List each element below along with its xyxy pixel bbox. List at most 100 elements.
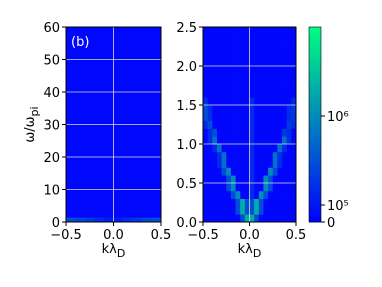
heatmap-cell <box>230 136 236 145</box>
heatmap-cell <box>291 175 297 184</box>
heatmap-cell <box>226 159 232 168</box>
colorbar-segment <box>309 131 321 135</box>
heatmap-cell <box>207 89 213 98</box>
x-tick-label: 0.5 <box>286 228 307 243</box>
heatmap-cell <box>207 112 213 121</box>
heatmap-cell <box>244 206 250 215</box>
heatmap-cell <box>268 27 274 36</box>
heatmap-cell <box>113 217 124 223</box>
heatmap-cell <box>286 97 292 106</box>
heatmap-cell <box>258 73 264 82</box>
heatmap-cell <box>282 66 288 75</box>
heatmap-cell <box>212 128 218 137</box>
y-tick-label: 0 <box>52 216 60 231</box>
heatmap-cell <box>207 66 213 75</box>
heatmap-cell <box>258 167 264 176</box>
heatmap-cell <box>249 112 255 121</box>
heatmap-cell <box>203 89 209 98</box>
axes-frame <box>202 26 297 223</box>
heatmap-cell <box>249 159 255 168</box>
heatmap-cell <box>268 175 274 184</box>
colorbar-segment <box>309 137 321 142</box>
heatmap-cell <box>249 151 255 160</box>
heatmap-cell <box>151 217 162 223</box>
heatmap-cell <box>286 190 292 199</box>
heatmap-cell <box>221 151 227 160</box>
heatmap-cell <box>230 112 236 121</box>
heatmap-cell <box>286 50 292 59</box>
heatmap-cell <box>277 112 283 121</box>
heatmap-cell <box>291 120 297 129</box>
heatmap-cell <box>282 198 288 207</box>
heatmap-cell <box>216 73 222 82</box>
heatmap-cell <box>272 167 278 176</box>
heatmap-cell <box>268 128 274 137</box>
heatmap-cell <box>226 97 232 106</box>
heatmap-cell <box>277 206 283 215</box>
heatmap-cell <box>203 112 209 121</box>
heatmap-cell <box>212 27 218 36</box>
heatmap-cell <box>66 217 76 223</box>
heatmap-cell <box>258 144 264 153</box>
x-tick-label: 0.0 <box>103 228 124 243</box>
heatmap-cell <box>286 105 292 114</box>
heatmap-cell <box>216 198 222 207</box>
heatmap-cell <box>240 73 246 82</box>
colorbar-segment <box>309 82 321 86</box>
heatmap-cell <box>203 175 209 184</box>
heatmap-cell <box>249 144 255 153</box>
heatmap-cell <box>221 206 227 215</box>
heatmap-cell <box>272 183 278 192</box>
heatmap-cell <box>272 144 278 153</box>
heatmap-cell <box>249 128 255 137</box>
y-tick-label: 20 <box>43 151 60 166</box>
heatmap-cell <box>230 214 236 223</box>
heatmap-cell <box>268 183 274 192</box>
heatmap-cell <box>282 34 288 43</box>
heatmap-cell <box>254 214 260 223</box>
colorbar-segment <box>309 85 321 90</box>
heatmap-cell <box>263 128 269 137</box>
heatmap-cell <box>282 112 288 121</box>
heatmap-cell <box>263 105 269 114</box>
heatmap-cell <box>221 120 227 129</box>
heatmap-cell <box>207 50 213 59</box>
heatmap-cell <box>235 214 241 223</box>
heatmap-cell <box>207 27 213 36</box>
heatmap-cell <box>291 105 297 114</box>
heatmap-cell <box>226 151 232 160</box>
heatmap-cell <box>254 198 260 207</box>
axis-label-subscript: D <box>253 247 261 260</box>
heatmap-cell <box>203 73 209 82</box>
heatmap-cell <box>244 105 250 114</box>
heatmap-cell <box>75 217 86 223</box>
heatmap-cell <box>221 144 227 153</box>
heatmap-cell <box>216 136 222 145</box>
heatmap-cell <box>272 190 278 199</box>
heatmap-cell <box>66 27 76 218</box>
heatmap-cell <box>272 120 278 129</box>
heatmap-cell <box>286 27 292 36</box>
heatmap-cell <box>212 112 218 121</box>
heatmap-cell <box>263 97 269 106</box>
heatmap-cell <box>282 214 288 223</box>
heatmap-cell <box>142 27 152 218</box>
heatmap-cell <box>258 206 264 215</box>
heatmap-cell <box>230 105 236 114</box>
heatmap-cell <box>212 183 218 192</box>
axis-label-subscript: D <box>117 247 125 260</box>
heatmap-cell <box>268 50 274 59</box>
heatmap-cell <box>249 50 255 59</box>
heatmap-cell <box>235 42 241 51</box>
y-tick-label: 1.5 <box>176 99 197 114</box>
colorbar-segment <box>309 199 321 203</box>
heatmap-cell <box>249 105 255 114</box>
heatmap-cell <box>282 50 288 59</box>
heatmap-cell <box>282 128 288 137</box>
axis-label-main: ω/ω <box>23 116 38 142</box>
heatmap-cell <box>207 136 213 145</box>
heatmap-cell <box>212 136 218 145</box>
heatmap-cell <box>258 151 264 160</box>
heatmap-cell <box>221 214 227 223</box>
heatmap-cell <box>203 183 209 192</box>
